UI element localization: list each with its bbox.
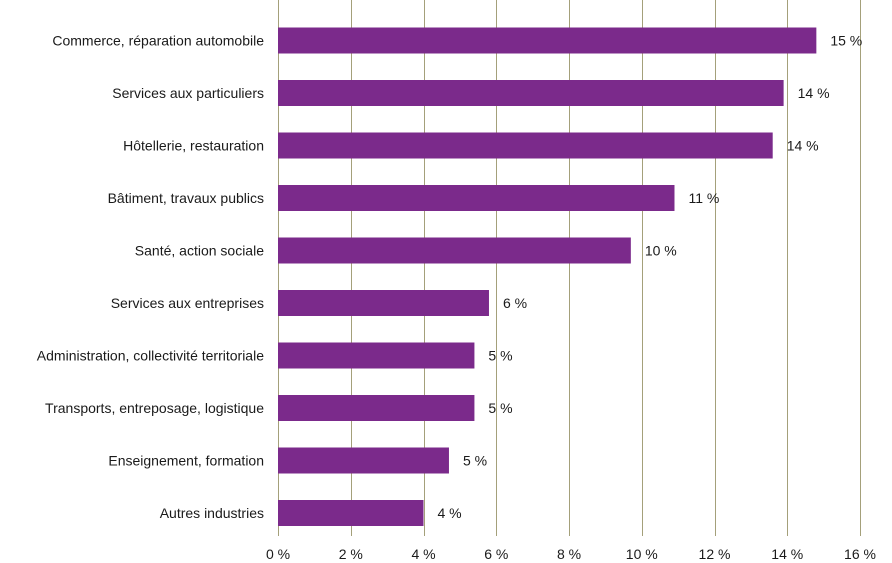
category-labels: Commerce, réparation automobile Services …: [37, 33, 264, 522]
x-tick-label: 8 %: [557, 546, 581, 562]
category-label: Commerce, réparation automobile: [52, 33, 264, 49]
category-label: Bâtiment, travaux publics: [108, 190, 264, 206]
data-label: 4 %: [438, 505, 462, 521]
data-label: 15 %: [830, 33, 862, 49]
category-label: Santé, action sociale: [135, 243, 264, 259]
value-labels: 15 % 14 % 14 % 11 % 10 % 6 % 5 % 5 % 5 % 4 %: [438, 33, 863, 522]
data-label: 14 %: [787, 138, 819, 154]
x-axis-tick-labels: 0 % 2 % 4 % 6 % 8 % 10 % 12 % 14 % 16 %: [266, 546, 876, 562]
bar: [278, 27, 817, 54]
bars: [278, 27, 817, 526]
bar: [278, 80, 784, 106]
x-tick-label: 2 %: [339, 546, 363, 562]
bar: [278, 132, 773, 159]
category-label: Hôtellerie, restauration: [123, 138, 264, 154]
x-tick-label: 0 %: [266, 546, 290, 562]
bar: [278, 447, 449, 474]
bar: [278, 185, 675, 211]
category-label: Transports, entreposage, logistique: [45, 400, 264, 416]
x-tick-label: 16 %: [844, 546, 876, 562]
data-label: 14 %: [798, 85, 830, 101]
bar: [278, 290, 489, 316]
data-label: 5 %: [463, 453, 487, 469]
category-label: Services aux entreprises: [111, 295, 264, 311]
data-label: 5 %: [488, 348, 512, 364]
data-label: 10 %: [645, 243, 677, 259]
x-tick-label: 4 %: [411, 546, 435, 562]
category-label: Enseignement, formation: [108, 453, 264, 469]
data-label: 11 %: [688, 190, 719, 206]
data-label: 6 %: [503, 295, 527, 311]
x-tick-label: 6 %: [484, 546, 508, 562]
bar: [278, 342, 475, 369]
data-label: 5 %: [488, 400, 512, 416]
x-tick-label: 10 %: [626, 546, 658, 562]
bar: [278, 500, 424, 526]
category-label: Autres industries: [160, 505, 264, 521]
category-label: Services aux particuliers: [112, 85, 264, 101]
x-tick-label: 12 %: [699, 546, 731, 562]
bar: [278, 237, 631, 264]
x-tick-label: 14 %: [771, 546, 803, 562]
bar: [278, 395, 475, 421]
category-label: Administration, collectivité territorial…: [37, 348, 264, 364]
